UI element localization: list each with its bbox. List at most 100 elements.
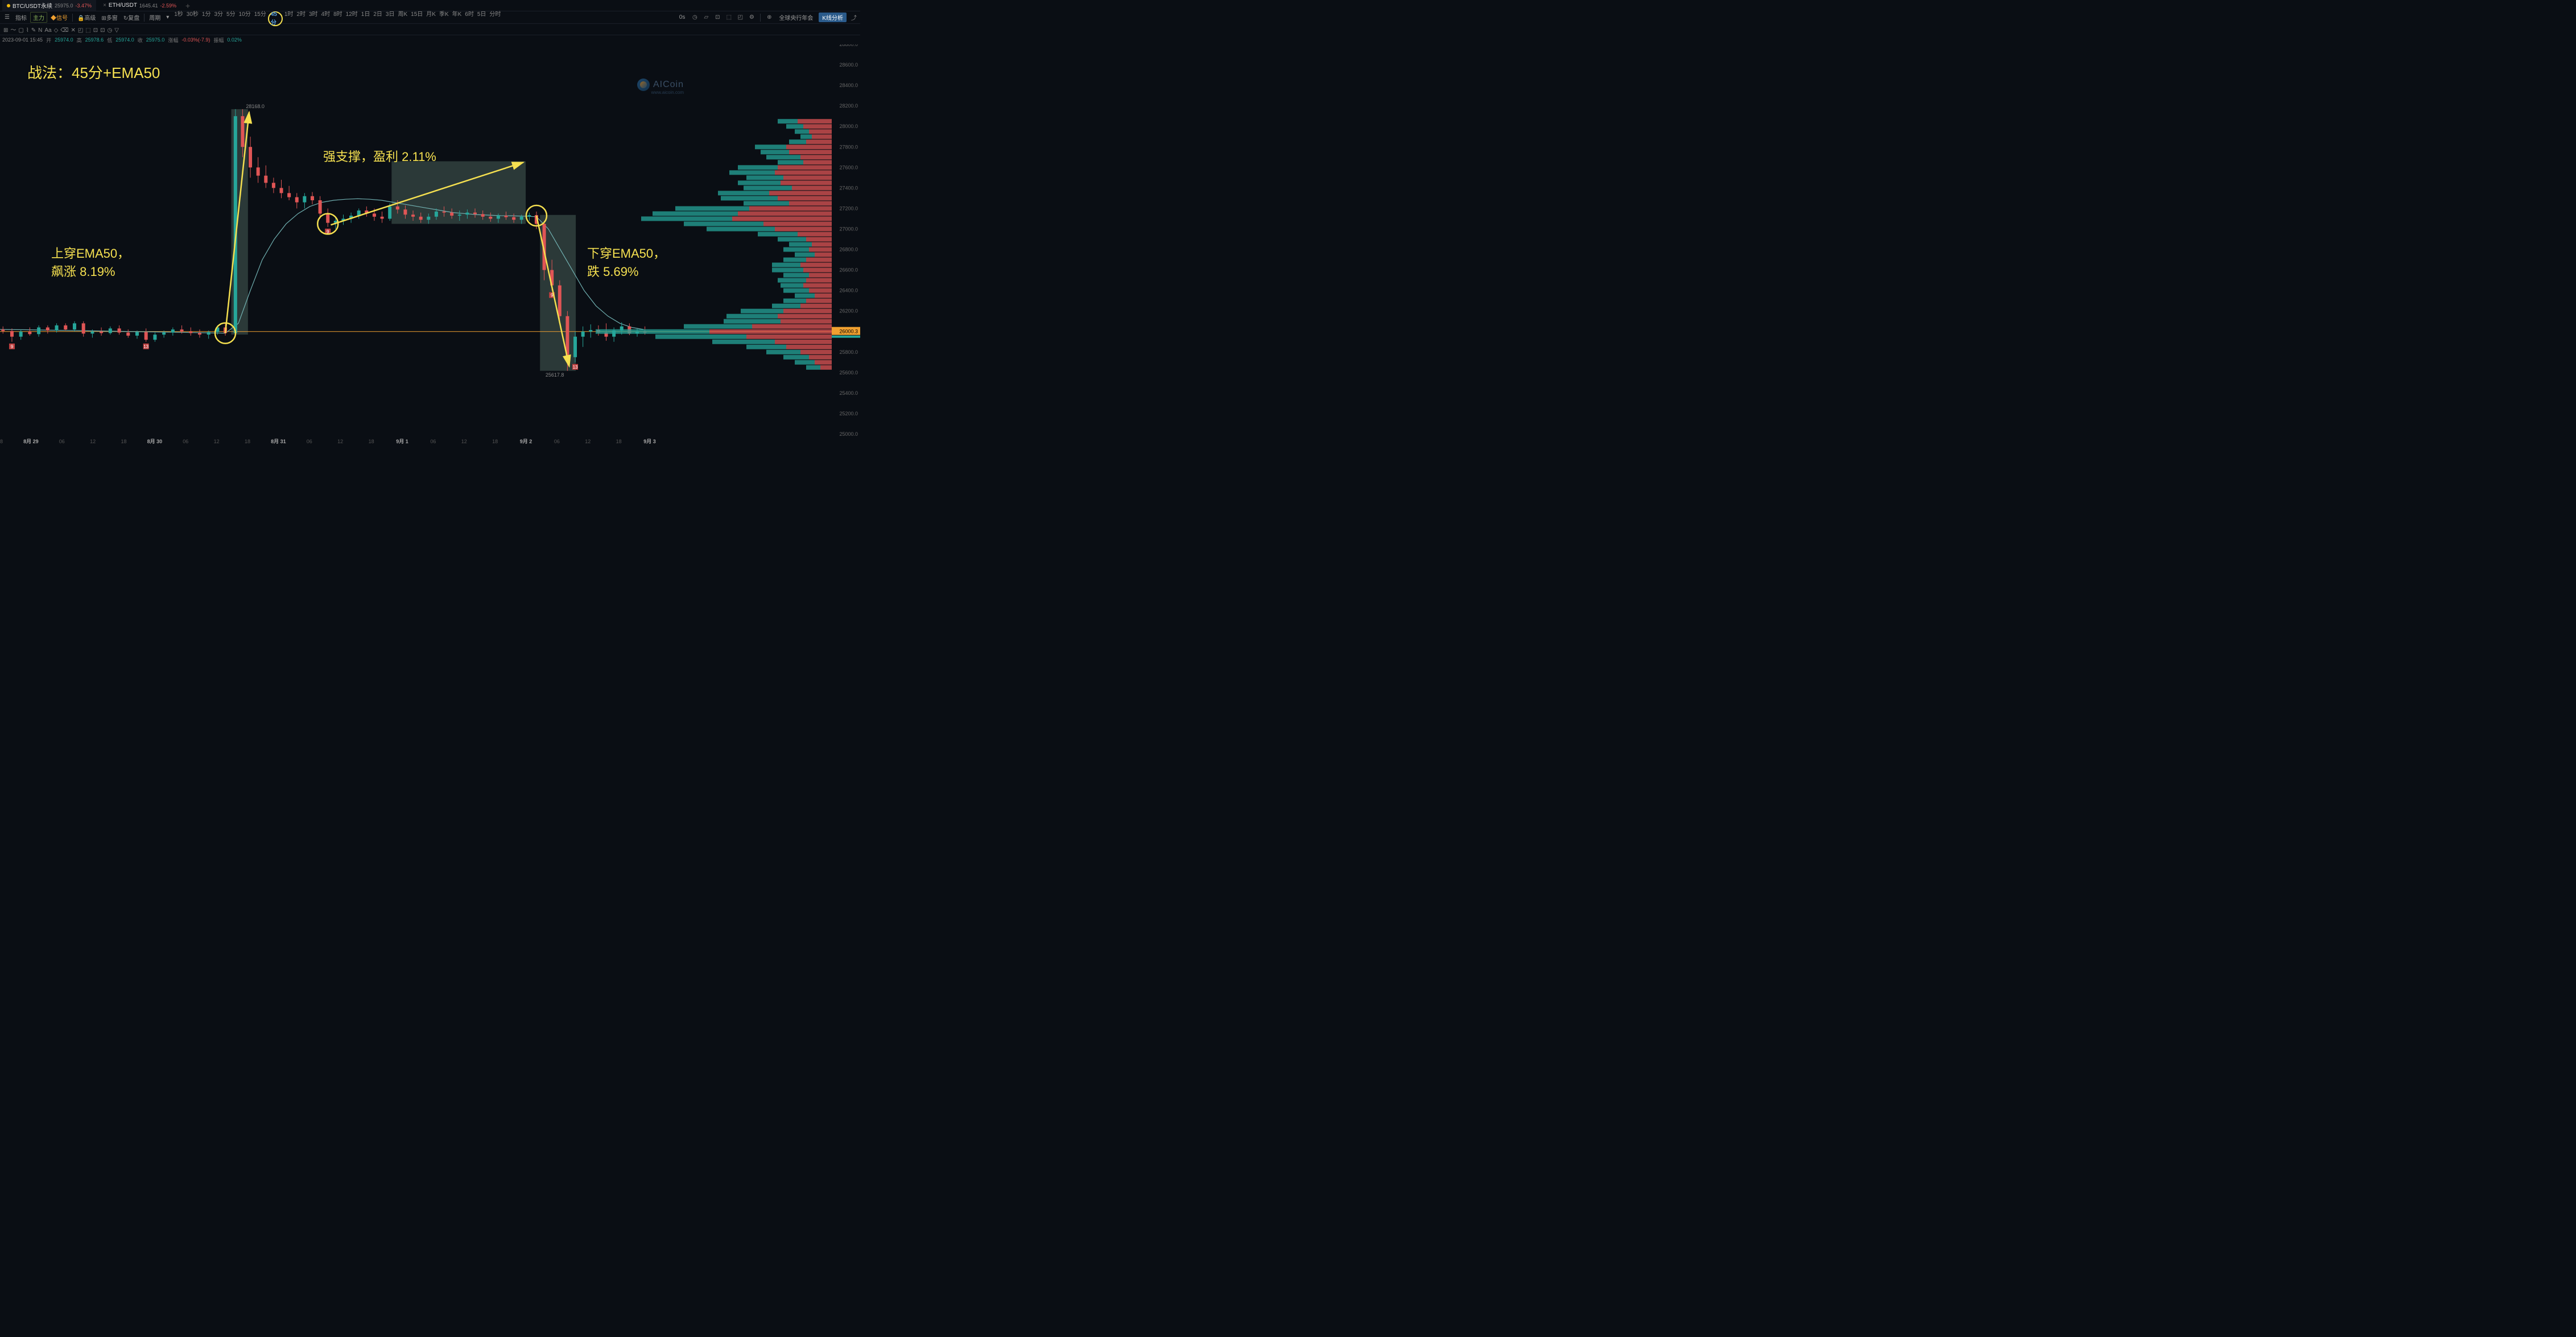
advanced-button[interactable]: 🔒高级 [75, 13, 98, 22]
timeframe-8时[interactable]: 8时 [332, 11, 344, 18]
draw-tool-5[interactable]: N [37, 27, 43, 34]
svg-text:25617.8: 25617.8 [546, 372, 564, 378]
price-chart[interactable]: 25000.025200.025400.025600.025800.026000… [0, 44, 860, 447]
timeframe-15分[interactable]: 15分 [253, 11, 268, 18]
main-force-button[interactable]: 主力 [30, 12, 47, 23]
svg-text:8月 30: 8月 30 [147, 439, 163, 444]
draw-tool-15[interactable]: ▽ [113, 27, 120, 34]
svg-text:9月 3: 9月 3 [643, 439, 656, 444]
timeframe-4时[interactable]: 4时 [320, 11, 332, 18]
share-icon[interactable]: ⤴ [850, 14, 858, 22]
timeframe-周K[interactable]: 周K [396, 11, 409, 18]
svg-text:28400.0: 28400.0 [839, 82, 858, 88]
toolbar-right: 0s ◷ ▱ ⊡ ⬚ ◰ ⚙ ⊕ 全球央行年会 K线分析 ⤴ [677, 13, 858, 22]
sidebar-toggle-icon[interactable]: ☰ [2, 14, 12, 21]
tab-btc[interactable]: BTC/USDT永续 25975.0 -3.47% [2, 0, 96, 11]
timeframe-15日[interactable]: 15日 [409, 11, 424, 18]
watermark: AICoin www.aicoin.com [637, 79, 684, 91]
indicator-button[interactable]: 指标 [13, 13, 29, 22]
kline-analysis-button[interactable]: K线分析 [819, 13, 847, 22]
tab-dot-icon [7, 4, 10, 7]
draw-tool-1[interactable]: 〜 [9, 27, 17, 34]
draw-tool-13[interactable]: ⊡ [99, 27, 106, 34]
draw-tool-14[interactable]: ◷ [106, 27, 114, 34]
timeframe-3分[interactable]: 3分 [212, 11, 225, 18]
svg-text:26600.0: 26600.0 [839, 267, 858, 273]
svg-text:12: 12 [214, 439, 220, 444]
timeframe-2时[interactable]: 2时 [295, 11, 307, 18]
svg-text:06: 06 [430, 439, 436, 444]
tool-icon[interactable]: ⬚ [725, 14, 733, 22]
svg-text:27400.0: 27400.0 [839, 185, 858, 191]
draw-tool-12[interactable]: ⊡ [92, 27, 99, 34]
draw-tool-4[interactable]: ✎ [30, 27, 37, 34]
svg-text:28200.0: 28200.0 [839, 103, 858, 109]
svg-text:28600.0: 28600.0 [839, 62, 858, 68]
svg-text:26000.3: 26000.3 [839, 329, 858, 335]
svg-text:26800.0: 26800.0 [839, 247, 858, 253]
separator [144, 14, 145, 22]
svg-text:06: 06 [554, 439, 560, 444]
cycle-label: 周期 [147, 13, 163, 22]
draw-tool-6[interactable]: Aa [43, 27, 52, 34]
draw-tool-3[interactable]: ⌇ [25, 27, 30, 34]
svg-text:12: 12 [90, 439, 96, 444]
timeframe-6时[interactable]: 6时 [463, 11, 476, 18]
tool-icon[interactable]: ⊡ [713, 14, 721, 22]
svg-text:13: 13 [143, 344, 148, 349]
draw-tool-10[interactable]: ◰ [77, 27, 84, 34]
open-value: 25974.0 [55, 37, 73, 43]
timeframe-1秒[interactable]: 1秒 [172, 11, 185, 18]
ohlc-bar: 2023-09-01 15:45 开25974.0 高25978.6 低2597… [0, 35, 860, 44]
tool-icon[interactable]: ▱ [702, 14, 710, 22]
timeframe-5日[interactable]: 5日 [476, 11, 488, 18]
settings-icon[interactable]: ⚙ [748, 14, 756, 22]
timeframe-1日[interactable]: 1日 [360, 11, 372, 18]
timeframe-季K[interactable]: 季K [437, 11, 451, 18]
timeframe-月K[interactable]: 月K [424, 11, 437, 18]
svg-text:18: 18 [616, 439, 622, 444]
svg-text:18: 18 [0, 439, 3, 444]
tool-icon[interactable]: ◷ [691, 14, 699, 22]
draw-tool-8[interactable]: ⌫ [59, 27, 69, 34]
multi-window-button[interactable]: ⊞多窗 [99, 13, 119, 22]
globe-icon[interactable]: ⊕ [765, 14, 773, 22]
cycle-dropdown-icon[interactable]: ▾ [164, 14, 171, 21]
svg-text:8月 29: 8月 29 [23, 439, 39, 444]
draw-tool-7[interactable]: ◇ [53, 27, 60, 34]
tab-eth[interactable]: × ETH/USDT 1645.41 -2.59% [96, 0, 181, 11]
draw-tool-11[interactable]: ⬚ [84, 27, 92, 34]
chart-area[interactable]: 25000.025200.025400.025600.025800.026000… [0, 44, 860, 447]
timeframe-2日[interactable]: 2日 [371, 11, 384, 18]
event-label[interactable]: 全球央行年会 [777, 13, 815, 22]
svg-text:27600.0: 27600.0 [839, 164, 858, 170]
tool-icon[interactable]: ◰ [736, 14, 744, 22]
amplitude-value: 0.02% [227, 37, 242, 43]
timeframe-年K[interactable]: 年K [451, 11, 464, 18]
draw-tool-9[interactable]: ✕ [69, 27, 76, 34]
svg-text:28000.0: 28000.0 [839, 123, 858, 129]
timeframe-3日[interactable]: 3日 [384, 11, 397, 18]
timeframe-30秒[interactable]: 30秒 [185, 11, 200, 18]
draw-tool-2[interactable]: ▢ [17, 27, 24, 34]
tab-change: -2.59% [160, 3, 176, 9]
svg-text:06: 06 [183, 439, 188, 444]
timeframe-3时[interactable]: 3时 [307, 11, 320, 18]
timeframe-12时[interactable]: 12时 [344, 11, 360, 18]
svg-text:27200.0: 27200.0 [839, 205, 858, 211]
timeframe-分时[interactable]: 分时 [488, 11, 502, 18]
svg-text:18: 18 [121, 439, 127, 444]
draw-tool-0[interactable]: ⊞ [2, 27, 9, 34]
timeframe-10分[interactable]: 10分 [237, 11, 253, 18]
timeframe-1时[interactable]: 1时 [283, 11, 295, 18]
svg-text:13: 13 [573, 365, 578, 370]
timestamp: 2023-09-01 15:45 [2, 37, 43, 43]
svg-text:9月 1: 9月 1 [396, 439, 408, 444]
timeframe-1分[interactable]: 1分 [200, 11, 213, 18]
timeframe-45分[interactable]: 45分 [268, 11, 283, 26]
replay-button[interactable]: ↻复盘 [121, 13, 142, 22]
close-icon[interactable]: × [103, 2, 106, 9]
signal-button[interactable]: ◆信号 [48, 13, 70, 22]
timeframe-5分[interactable]: 5分 [225, 11, 237, 18]
svg-text:25400.0: 25400.0 [839, 390, 858, 396]
